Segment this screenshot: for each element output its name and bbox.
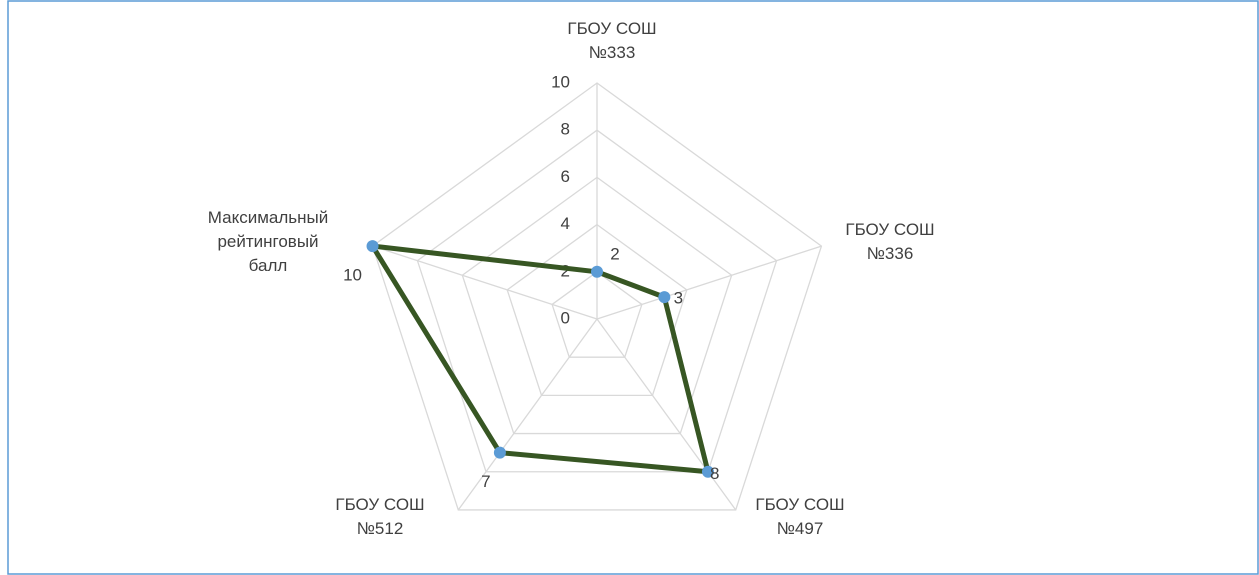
value-label: 8 [710, 464, 719, 483]
value-label: 7 [481, 472, 490, 491]
tick-label: 6 [561, 167, 570, 186]
tick-label: 4 [561, 214, 570, 233]
tick-label: 8 [561, 120, 570, 139]
marker [493, 446, 506, 459]
value-label: 2 [610, 244, 619, 263]
spoke [372, 245, 598, 320]
spoke [457, 318, 598, 511]
value-label: 10 [343, 266, 362, 285]
category-label: ГБОУ СОШ №497 [755, 495, 844, 538]
category-label: ГБОУ СОШ №336 [845, 220, 934, 263]
spoke [596, 318, 737, 511]
spoke [596, 245, 822, 320]
series-line [370, 243, 711, 475]
marker [591, 265, 603, 278]
grid-ring [551, 270, 643, 358]
tick-label: 10 [551, 72, 570, 91]
value-label: 3 [674, 289, 683, 308]
tick-label: 0 [561, 308, 570, 327]
tick-label: 2 [561, 261, 570, 280]
marker [658, 291, 671, 304]
grid-ring [506, 223, 688, 397]
category-label: Максимальный рейтинговый балл [208, 208, 328, 275]
marker [366, 240, 379, 253]
marker [701, 465, 714, 478]
category-label: ГБОУ СОШ №512 [335, 495, 424, 538]
category-label: ГБОУ СОШ №333 [567, 19, 656, 62]
grid-ring [416, 129, 778, 473]
grid-ring [371, 82, 823, 511]
